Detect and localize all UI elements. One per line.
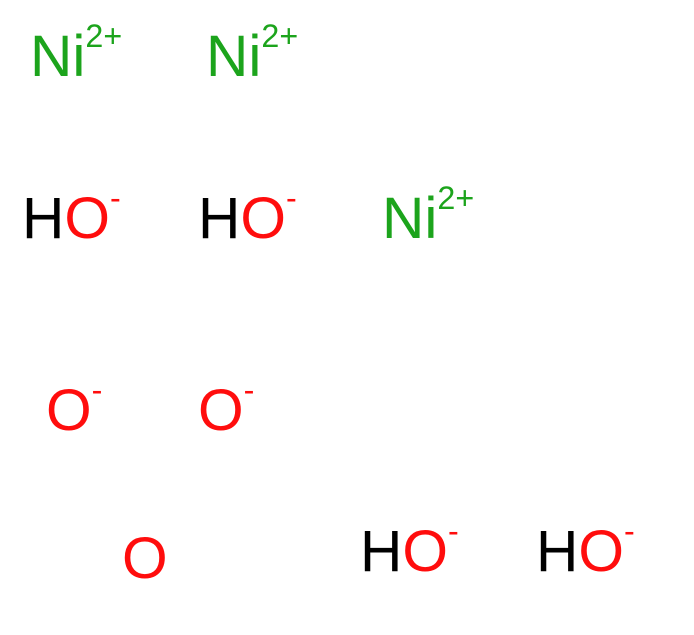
chemical-structure-canvas: Ni2+Ni2+Ni2+HO-HO-HO-HO-O-O-O [0, 0, 694, 635]
charge-superscript: 2+ [85, 18, 122, 54]
species-ni3: Ni2+ [382, 190, 474, 249]
hydrogen-symbol: H [22, 186, 64, 251]
charge-superscript: - [92, 372, 103, 408]
oxygen-symbol: O [240, 186, 286, 251]
hydrogen-symbol: H [360, 519, 402, 584]
charge-superscript: - [624, 513, 635, 549]
species-o1: O [122, 530, 168, 589]
species-oh4: HO- [536, 523, 635, 582]
oxygen-symbol: O [198, 378, 244, 443]
element-symbol: Ni [382, 186, 437, 251]
oxygen-symbol: O [402, 519, 448, 584]
species-ni1: Ni2+ [30, 28, 122, 87]
charge-superscript: - [244, 372, 255, 408]
element-symbol: Ni [30, 24, 85, 89]
charge-superscript: 2+ [261, 18, 298, 54]
charge-superscript: 2+ [437, 180, 474, 216]
oxygen-symbol: O [578, 519, 624, 584]
species-ox2: O- [198, 382, 254, 441]
hydrogen-symbol: H [536, 519, 578, 584]
charge-superscript: - [448, 513, 459, 549]
element-symbol: Ni [206, 24, 261, 89]
oxygen-symbol: O [122, 526, 168, 591]
species-ox1: O- [46, 382, 102, 441]
oxygen-symbol: O [46, 378, 92, 443]
species-ni2: Ni2+ [206, 28, 298, 87]
oxygen-symbol: O [64, 186, 110, 251]
species-oh1: HO- [22, 190, 121, 249]
hydrogen-symbol: H [198, 186, 240, 251]
charge-superscript: - [286, 180, 297, 216]
species-oh3: HO- [360, 523, 459, 582]
charge-superscript: - [110, 180, 121, 216]
species-oh2: HO- [198, 190, 297, 249]
